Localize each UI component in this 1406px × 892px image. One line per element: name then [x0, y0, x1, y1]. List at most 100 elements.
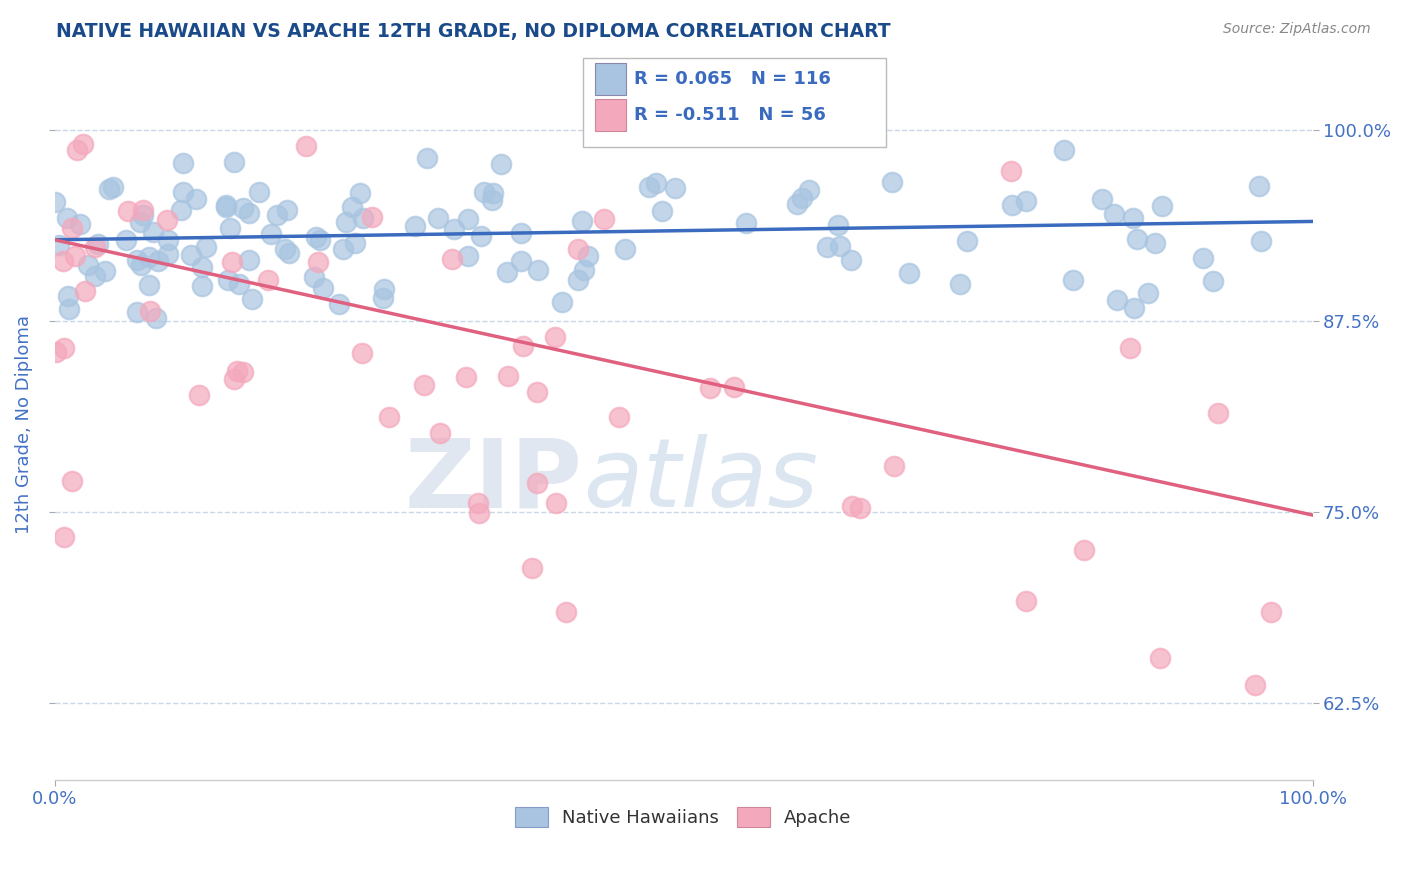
- Point: [373, 282, 395, 296]
- Point: [48, 238, 70, 252]
- Point: [180, 248, 202, 262]
- Point: [240, 292, 263, 306]
- Point: [1244, 678, 1267, 692]
- Point: [247, 186, 270, 200]
- Point: [145, 310, 167, 325]
- Point: [527, 263, 550, 277]
- Point: [470, 228, 492, 243]
- Y-axis label: 12th Grade, No Diploma: 12th Grade, No Diploma: [15, 315, 32, 533]
- Text: R = 0.065   N = 116: R = 0.065 N = 116: [634, 70, 831, 88]
- Point: [142, 225, 165, 239]
- Text: R = -0.511   N = 56: R = -0.511 N = 56: [634, 106, 825, 124]
- Point: [607, 409, 630, 424]
- Point: [349, 186, 371, 200]
- Point: [1000, 163, 1022, 178]
- Point: [544, 329, 567, 343]
- Point: [572, 263, 595, 277]
- Point: [352, 211, 374, 226]
- Point: [94, 263, 117, 277]
- Point: [429, 426, 451, 441]
- Point: [496, 369, 519, 384]
- Point: [841, 499, 863, 513]
- Point: [139, 304, 162, 318]
- Point: [232, 365, 254, 379]
- Point: [815, 240, 838, 254]
- Point: [184, 192, 207, 206]
- Point: [221, 254, 243, 268]
- Point: [222, 372, 245, 386]
- Point: [404, 219, 426, 233]
- Point: [87, 237, 110, 252]
- Point: [1015, 194, 1038, 208]
- Point: [1062, 273, 1084, 287]
- Point: [127, 304, 149, 318]
- Point: [172, 186, 194, 200]
- Point: [472, 185, 495, 199]
- Point: [1104, 207, 1126, 221]
- Point: [546, 495, 568, 509]
- Point: [217, 273, 239, 287]
- Point: [567, 242, 589, 256]
- Point: [849, 501, 872, 516]
- Point: [510, 226, 533, 240]
- Point: [1149, 651, 1171, 665]
- Text: ZIP: ZIP: [405, 434, 583, 527]
- Point: [1122, 301, 1144, 315]
- Point: [266, 208, 288, 222]
- Point: [63, 249, 86, 263]
- Point: [238, 206, 260, 220]
- Point: [496, 265, 519, 279]
- Point: [72, 136, 94, 151]
- Point: [56, 289, 79, 303]
- Point: [509, 253, 531, 268]
- Point: [638, 179, 661, 194]
- Point: [883, 458, 905, 473]
- Point: [45, 345, 67, 359]
- Point: [276, 203, 298, 218]
- Point: [457, 249, 479, 263]
- Point: [44, 195, 66, 210]
- Point: [723, 380, 745, 394]
- Point: [897, 266, 920, 280]
- Point: [52, 530, 75, 544]
- Point: [304, 229, 326, 244]
- Point: [172, 156, 194, 170]
- Point: [489, 156, 512, 170]
- Point: [699, 381, 721, 395]
- Point: [187, 388, 209, 402]
- Point: [277, 245, 299, 260]
- Point: [83, 269, 105, 284]
- Point: [56, 211, 79, 225]
- Point: [550, 295, 572, 310]
- Point: [219, 221, 242, 235]
- Point: [790, 191, 813, 205]
- Point: [571, 214, 593, 228]
- Point: [226, 364, 249, 378]
- Point: [576, 249, 599, 263]
- Point: [481, 193, 503, 207]
- Point: [735, 217, 758, 231]
- Point: [413, 378, 436, 392]
- Point: [228, 277, 250, 292]
- Point: [304, 269, 326, 284]
- Point: [440, 252, 463, 266]
- Point: [128, 215, 150, 229]
- Point: [129, 258, 152, 272]
- Point: [1001, 198, 1024, 212]
- Point: [77, 258, 100, 272]
- Point: [132, 203, 155, 218]
- Point: [1126, 232, 1149, 246]
- Point: [949, 277, 972, 292]
- Point: [97, 182, 120, 196]
- Point: [335, 215, 357, 229]
- Point: [827, 218, 849, 232]
- Point: [786, 196, 808, 211]
- Point: [191, 279, 214, 293]
- Point: [467, 496, 489, 510]
- Point: [309, 233, 332, 247]
- Point: [156, 212, 179, 227]
- Point: [555, 605, 578, 619]
- Point: [797, 183, 820, 197]
- Point: [1073, 543, 1095, 558]
- Point: [526, 475, 548, 490]
